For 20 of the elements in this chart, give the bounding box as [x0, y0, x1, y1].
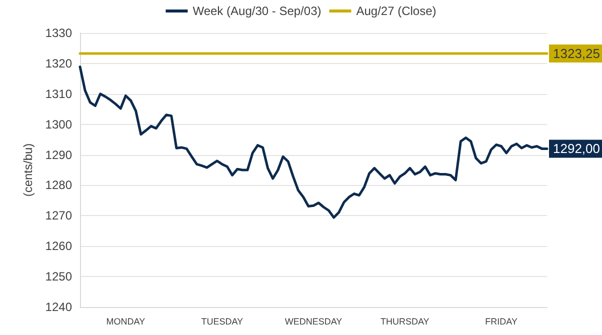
- y-tick-label: 1310: [45, 86, 72, 101]
- y-tick-label: 1330: [45, 26, 72, 40]
- y-axis-title: (cents/bu): [21, 143, 35, 197]
- y-tick-label: 1320: [45, 56, 72, 70]
- x-tick-label: WEDNESDAY: [284, 316, 342, 326]
- x-tick-label: TUESDAY: [201, 316, 244, 326]
- legend-label: Week (Aug/30 - Sep/03): [192, 4, 322, 18]
- y-tick-label: 1270: [45, 208, 72, 223]
- y-tick-label: 1290: [45, 148, 72, 162]
- legend-label: Aug/27 (Close): [356, 4, 436, 18]
- data-label: 1292,00: [553, 141, 600, 156]
- x-tick-label: FRIDAY: [485, 316, 518, 326]
- data-label: 1323,25: [553, 46, 600, 62]
- x-tick-label: THURSDAY: [380, 316, 430, 326]
- y-tick-label: 1260: [45, 239, 72, 254]
- y-tick-label: 1300: [45, 117, 72, 132]
- y-tick-label: 1280: [45, 178, 72, 192]
- y-tick-label: 1250: [45, 270, 72, 284]
- y-tick-label: 1240: [45, 300, 72, 314]
- x-tick-label: MONDAY: [106, 316, 146, 326]
